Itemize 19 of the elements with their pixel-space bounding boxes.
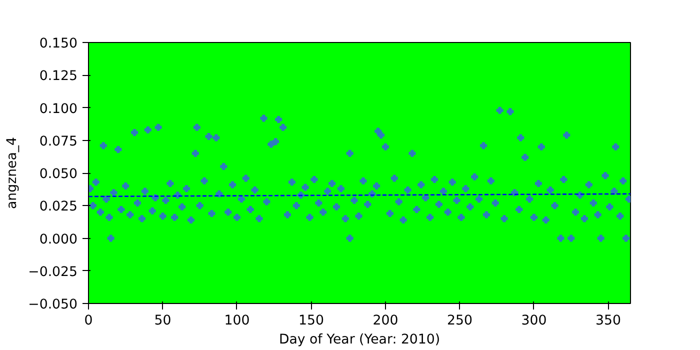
x-tick-label: 50 [154,314,172,328]
x-axis-title: Day of Year (Year: 2010) [278,332,440,348]
x-tick-label: 300 [521,314,547,328]
y-tick-label: 0.075 [39,134,78,150]
y-tick-label: 0.000 [39,232,78,248]
y-axis-title: angznea_4 [5,136,20,210]
x-tick-label: 200 [372,314,398,328]
y-tick-label: −0.025 [28,264,78,280]
y-tick-label: 0.050 [39,167,78,182]
y-tick-label: 0.125 [39,69,78,84]
x-tick-label: 100 [224,314,250,328]
x-tick-label: 150 [298,314,324,328]
y-tick-label: −0.050 [28,298,78,312]
y-tick-label: 0.100 [39,102,78,117]
y-tick-label: 0.150 [39,36,78,52]
y-tick-label: 0.025 [39,200,78,215]
x-tick-label: 0 [84,314,93,328]
x-tick-label: 350 [596,314,621,328]
x-tick-label: 250 [447,314,472,328]
